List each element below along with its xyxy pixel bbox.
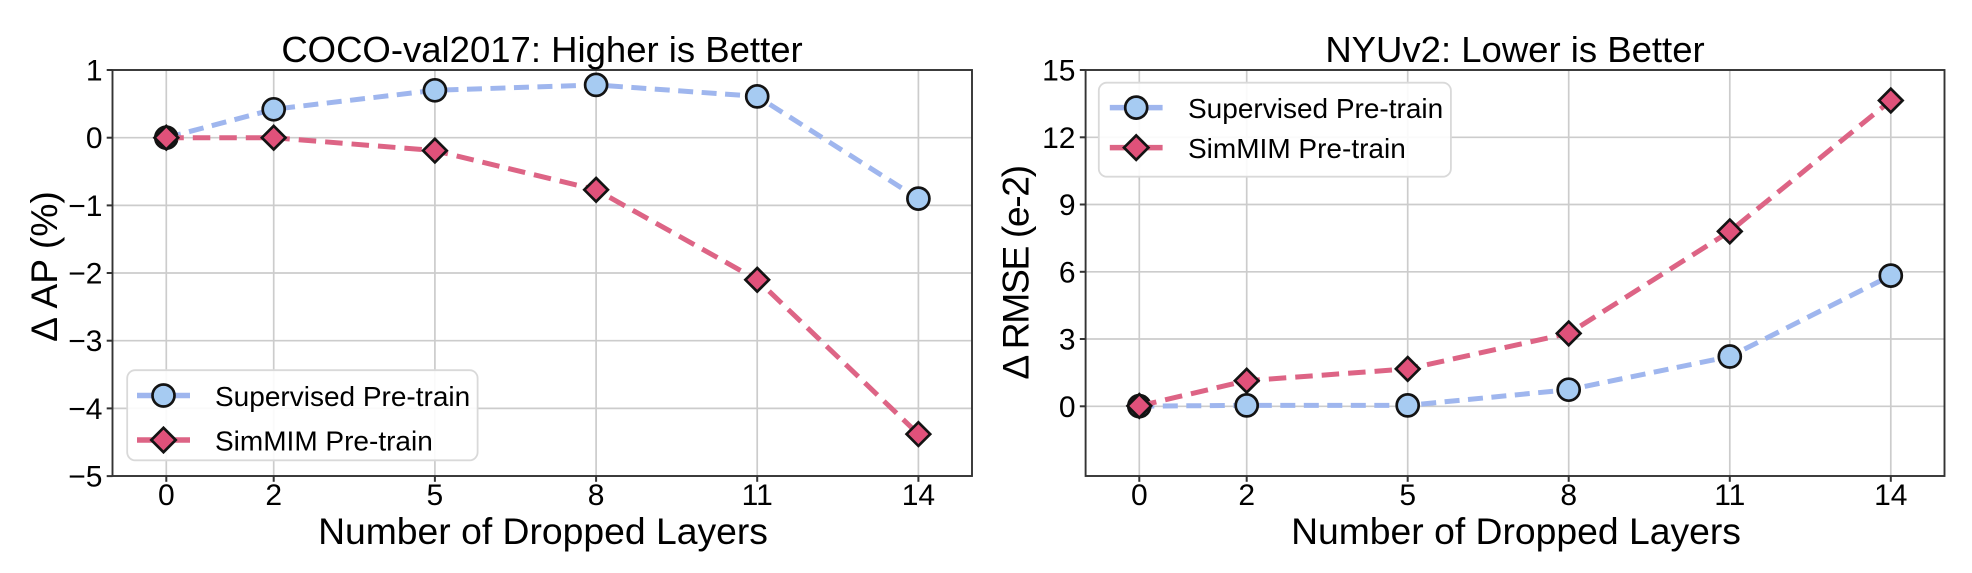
svg-text:8: 8: [588, 479, 605, 512]
svg-text:Δ RMSE (e-2): Δ RMSE (e-2): [995, 166, 1037, 379]
svg-text:Supervised Pre-train: Supervised Pre-train: [215, 381, 470, 412]
svg-text:Supervised Pre-train: Supervised Pre-train: [1188, 93, 1443, 124]
svg-text:0: 0: [1059, 391, 1076, 424]
svg-text:−3: −3: [68, 325, 102, 358]
svg-text:14: 14: [902, 479, 935, 512]
svg-text:0: 0: [158, 479, 175, 512]
svg-text:5: 5: [1399, 479, 1416, 512]
svg-text:0: 0: [86, 122, 103, 155]
svg-text:−4: −4: [68, 393, 102, 426]
svg-text:0: 0: [1131, 479, 1148, 512]
svg-text:NYUv2: Lower is Better: NYUv2: Lower is Better: [1325, 29, 1704, 70]
svg-text:Δ AP (%): Δ AP (%): [23, 191, 65, 342]
svg-text:8: 8: [1560, 479, 1577, 512]
svg-text:1: 1: [86, 55, 103, 88]
svg-text:2: 2: [1238, 479, 1255, 512]
svg-text:−5: −5: [68, 461, 102, 494]
svg-text:11: 11: [1714, 479, 1745, 512]
svg-text:15: 15: [1042, 55, 1075, 88]
svg-text:Number of Dropped Layers: Number of Dropped Layers: [318, 510, 768, 552]
svg-text:6: 6: [1059, 256, 1076, 289]
svg-text:12: 12: [1042, 122, 1075, 155]
svg-text:2: 2: [265, 479, 282, 512]
svg-text:9: 9: [1059, 189, 1076, 222]
svg-text:−2: −2: [68, 258, 102, 291]
svg-text:5: 5: [427, 479, 444, 512]
svg-text:14: 14: [1874, 479, 1907, 512]
svg-text:SimMIM Pre-train: SimMIM Pre-train: [1188, 133, 1406, 164]
svg-text:SimMIM Pre-train: SimMIM Pre-train: [215, 426, 433, 457]
svg-text:11: 11: [742, 479, 773, 512]
svg-text:−1: −1: [68, 190, 102, 223]
svg-text:COCO-val2017: Higher is Better: COCO-val2017: Higher is Better: [281, 29, 802, 70]
svg-text:3: 3: [1059, 324, 1076, 357]
svg-text:Number of Dropped Layers: Number of Dropped Layers: [1291, 510, 1741, 552]
